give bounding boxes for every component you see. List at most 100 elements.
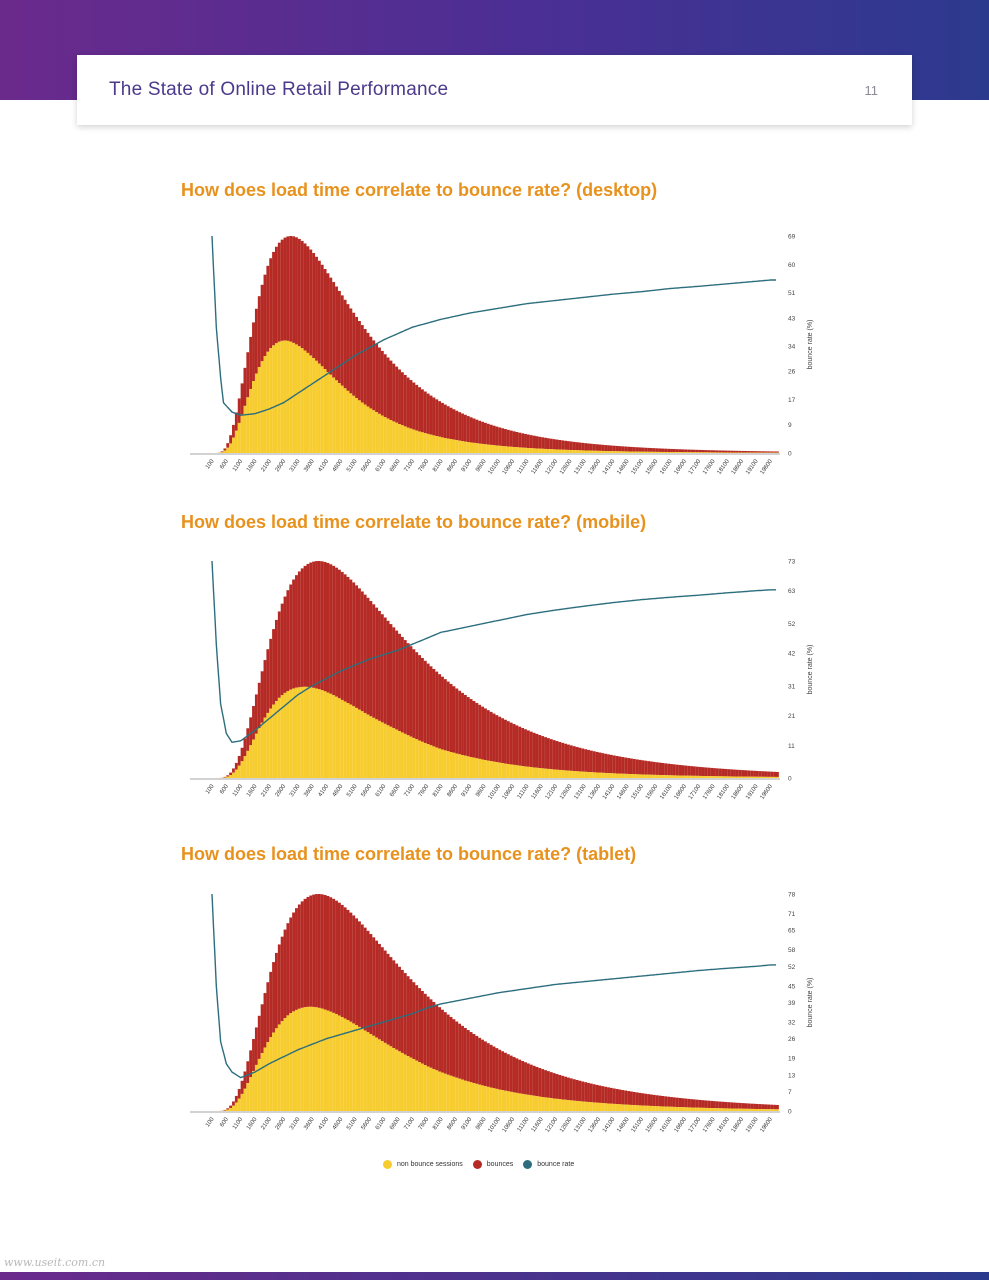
bounce-bar bbox=[340, 904, 344, 1018]
non-bounce-bar bbox=[624, 451, 628, 453]
bounce-bar bbox=[541, 736, 545, 769]
bounce-bar bbox=[263, 993, 267, 1048]
non-bounce-bar bbox=[764, 1109, 768, 1111]
bounce-bar bbox=[375, 344, 379, 413]
non-bounce-bar bbox=[449, 752, 453, 778]
non-bounce-bar bbox=[569, 450, 573, 453]
non-bounce-bar bbox=[601, 1103, 605, 1111]
x-tick-label: 5600 bbox=[361, 458, 374, 473]
non-bounce-bar bbox=[773, 1109, 776, 1111]
bounce-bar bbox=[544, 437, 547, 449]
bounce-bar bbox=[283, 596, 287, 693]
bounce-bar bbox=[432, 668, 436, 747]
x-tick-label: 10600 bbox=[502, 1116, 517, 1134]
non-bounce-bar bbox=[704, 776, 708, 778]
non-bounce-bar bbox=[240, 414, 244, 453]
non-bounce-bar bbox=[380, 1041, 384, 1111]
x-tick-label: 16600 bbox=[674, 458, 689, 476]
non-bounce-bar bbox=[435, 436, 439, 453]
non-bounce-bar bbox=[695, 452, 699, 453]
bounce-bar bbox=[412, 982, 416, 1060]
bounce-bar bbox=[272, 251, 275, 346]
bounce-bar bbox=[412, 382, 416, 430]
non-bounce-bar bbox=[684, 1107, 688, 1111]
x-tick-label: 3100 bbox=[289, 783, 302, 798]
bounce-bar bbox=[346, 909, 350, 1021]
bounce-bar bbox=[572, 1079, 576, 1101]
non-bounce-bar bbox=[650, 1105, 653, 1111]
non-bounce-bar bbox=[478, 443, 482, 453]
non-bounce-bar bbox=[223, 777, 227, 778]
bounce-bar bbox=[747, 451, 751, 453]
bounce-bar bbox=[509, 1055, 513, 1092]
non-bounce-bar bbox=[226, 1109, 230, 1111]
x-tick-label: 13600 bbox=[588, 458, 603, 476]
non-bounce-bar bbox=[455, 1077, 459, 1111]
bounce-bar bbox=[773, 1104, 776, 1110]
bounce-bar bbox=[526, 730, 530, 767]
bounce-bar bbox=[435, 1004, 439, 1071]
non-bounce-bar bbox=[420, 1063, 424, 1111]
bounce-bar bbox=[655, 1095, 659, 1107]
non-bounce-bar bbox=[286, 1015, 290, 1111]
x-tick-label: 10100 bbox=[487, 783, 502, 801]
non-bounce-bar bbox=[544, 448, 547, 453]
non-bounce-bar bbox=[429, 434, 433, 453]
bounce-bar bbox=[615, 1089, 619, 1105]
non-bounce-bar bbox=[604, 1103, 608, 1111]
y-tick-label: 63 bbox=[788, 588, 796, 595]
non-bounce-bar bbox=[584, 1101, 588, 1111]
non-bounce-bar bbox=[521, 1093, 525, 1111]
non-bounce-bar bbox=[386, 418, 390, 453]
non-bounce-bar bbox=[601, 772, 605, 778]
x-tick-label: 100 bbox=[205, 783, 216, 795]
bounce-bar bbox=[355, 918, 359, 1026]
non-bounce-bar bbox=[472, 442, 476, 453]
non-bounce-bar bbox=[446, 751, 450, 778]
bounce-bar bbox=[274, 246, 278, 344]
bounce-bar bbox=[320, 894, 324, 1009]
bounce-bar bbox=[515, 725, 519, 766]
bounce-bar bbox=[326, 562, 330, 693]
bounce-bar bbox=[337, 290, 341, 384]
non-bounce-bar bbox=[504, 446, 507, 453]
non-bounce-bar bbox=[604, 772, 608, 778]
y-tick-label: 51 bbox=[788, 290, 796, 297]
non-bounce-bar bbox=[406, 427, 410, 453]
bounce-bar bbox=[380, 350, 384, 416]
non-bounce-bar bbox=[567, 770, 570, 778]
bounce-bar bbox=[443, 1012, 447, 1074]
bounce-bar bbox=[650, 1094, 653, 1106]
bounce-bar bbox=[489, 1044, 493, 1088]
non-bounce-bar bbox=[398, 424, 401, 453]
bounce-bar bbox=[469, 1032, 473, 1083]
non-bounce-bar bbox=[229, 443, 233, 453]
non-bounce-bar bbox=[672, 1106, 676, 1111]
bounce-bar bbox=[295, 908, 298, 1010]
non-bounce-bar bbox=[406, 735, 410, 778]
bounce-bar bbox=[567, 744, 570, 771]
bounce-bar bbox=[369, 934, 373, 1035]
bounce-bar bbox=[363, 594, 367, 713]
bounce-bar bbox=[644, 1093, 648, 1106]
bounce-bar bbox=[472, 1034, 476, 1084]
bounce-bar bbox=[492, 713, 496, 762]
bounce-bar bbox=[483, 422, 487, 445]
non-bounce-bar bbox=[498, 762, 502, 778]
non-bounce-bar bbox=[518, 765, 522, 778]
x-tick-label: 19600 bbox=[759, 458, 774, 476]
non-bounce-bar bbox=[509, 446, 513, 453]
bounce-bar bbox=[343, 299, 347, 389]
bounce-bar bbox=[601, 444, 605, 451]
non-bounce-bar bbox=[461, 441, 464, 453]
non-bounce-bar bbox=[681, 775, 685, 778]
bounce-bar bbox=[767, 771, 771, 777]
bounce-bar bbox=[335, 900, 338, 1015]
non-bounce-bar bbox=[418, 431, 421, 453]
bounce-bar bbox=[423, 993, 427, 1066]
bounce-bar bbox=[661, 1096, 665, 1107]
bounce-bar bbox=[277, 242, 281, 342]
non-bounce-bar bbox=[380, 415, 384, 453]
non-bounce-bar bbox=[572, 450, 576, 453]
non-bounce-bar bbox=[375, 719, 379, 778]
